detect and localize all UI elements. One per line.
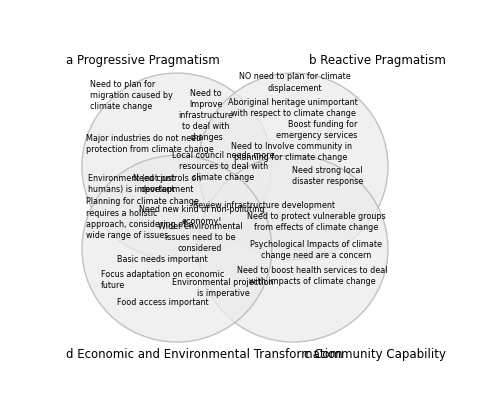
Text: Need to boost health services to deal
with impacts of climate change: Need to boost health services to deal wi… <box>237 266 388 286</box>
Text: Focus adaptation on economic
future: Focus adaptation on economic future <box>101 270 224 291</box>
Ellipse shape <box>82 73 272 260</box>
Text: Major industries do not need
protection from climate change: Major industries do not need protection … <box>86 134 214 154</box>
Text: Local council needs more
resources to deal with
climate change: Local council needs more resources to de… <box>172 151 274 182</box>
Ellipse shape <box>198 73 388 260</box>
Text: Need strong local
disaster response: Need strong local disaster response <box>292 166 363 186</box>
Text: Planning for climate change
requires a holistic
approach, considering of a
wide : Planning for climate change requires a h… <box>86 197 198 240</box>
Text: Need to plan for
migration caused by
climate change: Need to plan for migration caused by cli… <box>90 80 172 111</box>
Ellipse shape <box>82 155 272 342</box>
Text: Boost funding for
emergency services: Boost funding for emergency services <box>276 120 357 140</box>
Text: Food access important: Food access important <box>117 298 208 307</box>
Text: Aboriginal heritage unimportant
with respect to climate change: Aboriginal heritage unimportant with res… <box>228 98 358 118</box>
Text: Need to Involve community in
planning for climate change: Need to Involve community in planning fo… <box>230 142 352 162</box>
Text: c Community Capability: c Community Capability <box>304 348 446 361</box>
Ellipse shape <box>198 155 388 342</box>
Text: Environmental projection
is imperative: Environmental projection is imperative <box>172 278 274 298</box>
Text: Need to protect vulnerable groups
from effects of climate change: Need to protect vulnerable groups from e… <box>247 212 386 232</box>
Text: d Economic and Environmental Transformation: d Economic and Environmental Transformat… <box>66 348 343 361</box>
Text: Need controls on
development: Need controls on development <box>133 174 201 194</box>
Text: Need to
Improve
infrastructure
to deal with
changes: Need to Improve infrastructure to deal w… <box>178 89 234 143</box>
Text: Psychological Impacts of climate
change need are a concern: Psychological Impacts of climate change … <box>250 240 382 260</box>
Text: Wider environmental
issues need to be
considered: Wider environmental issues need to be co… <box>158 222 242 253</box>
Text: a Progressive Pragmatism: a Progressive Pragmatism <box>66 54 220 67</box>
Text: Environment (not just
humans) is important: Environment (not just humans) is importa… <box>88 174 174 194</box>
Text: Need new kind of non-polluting
economy!: Need new kind of non-polluting economy! <box>139 206 265 226</box>
Text: NO need to plan for climate
displacement: NO need to plan for climate displacement <box>239 72 351 92</box>
Text: b Reactive Pragmatism: b Reactive Pragmatism <box>309 54 446 67</box>
Text: Basic needs important: Basic needs important <box>117 255 208 264</box>
Text: Review infrastructure development: Review infrastructure development <box>193 201 335 210</box>
